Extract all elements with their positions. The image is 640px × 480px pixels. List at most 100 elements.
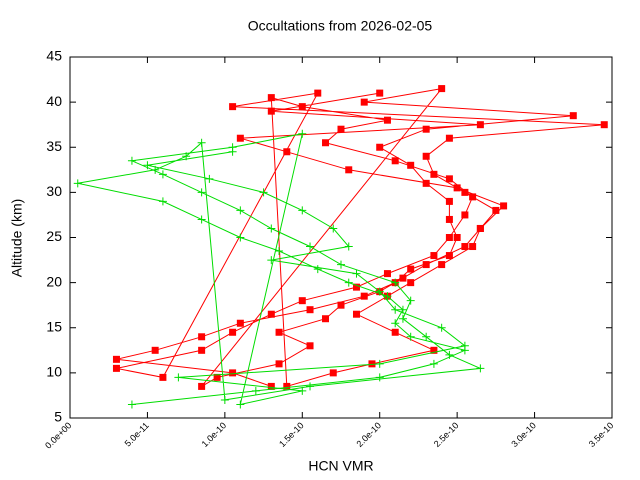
marker <box>445 197 453 205</box>
marker <box>461 243 469 251</box>
marker <box>344 278 353 287</box>
marker <box>127 400 136 409</box>
marker <box>476 224 484 232</box>
marker <box>236 319 244 327</box>
y-tick-label: 30 <box>46 183 62 199</box>
marker <box>445 234 453 241</box>
marker <box>322 139 330 147</box>
marker <box>406 296 415 305</box>
marker <box>158 170 167 179</box>
marker <box>345 166 353 174</box>
marker <box>469 193 477 201</box>
marker <box>322 315 330 323</box>
marker <box>391 305 400 314</box>
marker <box>229 328 237 336</box>
marker <box>267 382 275 390</box>
marker <box>398 314 407 323</box>
marker <box>151 165 160 174</box>
marker <box>422 152 430 160</box>
marker <box>283 148 291 156</box>
marker <box>376 143 384 151</box>
marker <box>236 400 245 409</box>
marker <box>220 395 229 404</box>
marker <box>298 297 306 305</box>
marker <box>391 157 399 165</box>
marker <box>352 310 360 318</box>
marker <box>275 328 283 336</box>
y-tick-label: 25 <box>46 228 62 244</box>
marker <box>213 373 221 381</box>
marker <box>445 175 453 183</box>
marker <box>352 283 360 291</box>
marker <box>383 292 392 301</box>
marker <box>383 270 391 278</box>
marker <box>399 274 407 282</box>
y-tick-label: 10 <box>46 364 62 380</box>
marker <box>344 242 353 251</box>
y-axis-label: Altitude (km) <box>9 199 25 278</box>
marker <box>197 138 206 147</box>
marker <box>236 233 245 242</box>
marker <box>112 364 120 372</box>
marker <box>375 287 384 296</box>
marker <box>73 179 82 188</box>
marker <box>267 310 275 318</box>
marker <box>438 85 446 93</box>
marker <box>391 278 400 287</box>
marker <box>159 373 167 381</box>
marker <box>469 243 477 251</box>
marker <box>407 265 415 273</box>
marker <box>174 373 183 382</box>
marker <box>306 342 314 350</box>
marker <box>422 261 430 269</box>
marker <box>267 224 276 233</box>
marker <box>375 373 384 382</box>
marker <box>600 121 608 129</box>
marker <box>445 350 454 359</box>
marker <box>329 369 337 377</box>
marker <box>236 206 245 215</box>
marker <box>337 260 345 269</box>
marker <box>407 161 415 169</box>
marker <box>298 129 307 138</box>
marker <box>229 103 237 111</box>
y-tick-label: 40 <box>46 93 62 109</box>
marker <box>205 174 214 183</box>
marker <box>329 224 338 233</box>
marker <box>383 116 391 124</box>
marker <box>406 332 415 341</box>
marker <box>197 188 206 197</box>
marker <box>398 305 407 314</box>
marker <box>267 107 275 115</box>
marker <box>391 319 400 328</box>
marker <box>298 386 307 395</box>
marker <box>143 161 152 170</box>
marker <box>151 346 159 354</box>
marker <box>283 382 291 390</box>
marker <box>461 211 469 219</box>
marker <box>275 247 284 256</box>
marker <box>461 188 469 196</box>
marker <box>430 252 438 260</box>
y-tick-label: 35 <box>46 138 62 154</box>
marker <box>453 234 461 241</box>
y-tick-label: 20 <box>46 273 62 289</box>
marker <box>337 301 345 309</box>
marker <box>422 332 431 341</box>
marker <box>368 360 376 368</box>
marker <box>182 152 191 161</box>
marker <box>429 359 438 368</box>
y-tick-label: 45 <box>46 48 62 64</box>
marker <box>453 184 461 192</box>
marker <box>298 206 307 215</box>
marker <box>197 215 206 224</box>
marker <box>445 252 453 260</box>
marker <box>314 89 322 97</box>
marker <box>267 256 276 265</box>
marker <box>437 323 446 332</box>
marker <box>158 197 167 206</box>
marker <box>198 346 206 354</box>
marker <box>236 134 244 142</box>
marker <box>376 89 384 97</box>
